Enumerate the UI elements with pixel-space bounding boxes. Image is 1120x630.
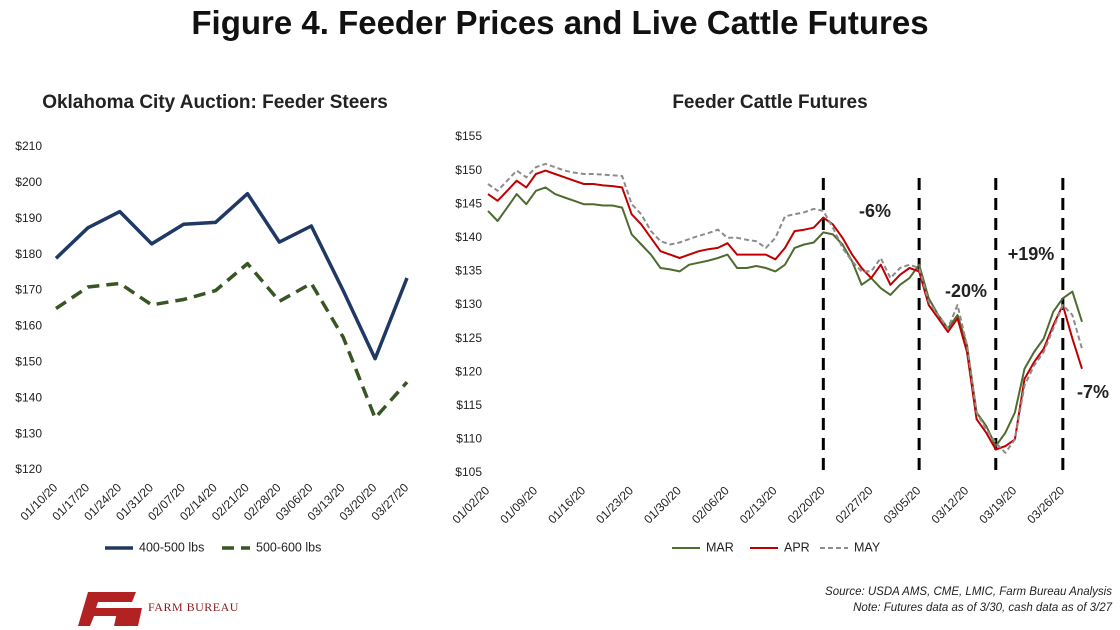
y-tick-label: $130: [15, 426, 42, 440]
y-tick-label: $140: [455, 230, 482, 244]
y-tick-label: $155: [455, 129, 482, 143]
chart-title: Feeder Cattle Futures: [672, 92, 868, 113]
legend-label: APR: [784, 540, 810, 554]
x-tick-label: 03/12/20: [928, 483, 971, 526]
x-tick-label: 02/06/20: [689, 483, 732, 526]
x-tick-label: 02/13/20: [737, 483, 780, 526]
source-line: Source: USDA AMS, CME, LMIC, Farm Bureau…: [825, 586, 1112, 598]
chart-title: Oklahoma City Auction: Feeder Steers: [42, 92, 388, 113]
y-tick-label: $210: [15, 139, 42, 153]
x-tick-label: 01/16/20: [545, 483, 588, 526]
source: Source: USDA AMS, CME, LMIC, Farm Bureau…: [825, 584, 1112, 616]
annotation: +19%: [1008, 244, 1055, 264]
y-tick-label: $110: [456, 432, 482, 446]
legend-label: MAY: [854, 540, 881, 554]
legend-label: 400-500 lbs: [139, 540, 204, 554]
y-tick-label: $120: [15, 462, 42, 476]
source-line: Note: Futures data as of 3/30, cash data…: [853, 602, 1112, 614]
annotation: -20%: [945, 281, 987, 301]
x-tick-label: 03/26/20: [1024, 483, 1067, 526]
series-line: [487, 186, 1083, 448]
series-line: [54, 191, 409, 361]
y-tick-label: $150: [455, 163, 482, 177]
annotation: -7%: [1077, 382, 1109, 402]
x-tick-label: 03/19/20: [976, 483, 1019, 526]
y-tick-label: $200: [15, 175, 42, 189]
x-tick-label: 01/23/20: [593, 483, 636, 526]
x-tick-label: 01/09/20: [497, 483, 540, 526]
x-tick-label: 02/20/20: [785, 483, 828, 526]
y-tick-label: $190: [15, 211, 42, 225]
y-tick-label: $140: [15, 390, 42, 404]
y-tick-label: $115: [456, 398, 482, 412]
legend-label: 500-600 lbs: [256, 540, 321, 554]
y-tick-label: $170: [15, 283, 42, 297]
x-tick-label: 03/05/20: [881, 483, 924, 526]
series-line: [55, 261, 409, 420]
series-line: [487, 169, 1083, 451]
legend-label: MAR: [706, 540, 734, 554]
logo-text: FARM BUREAU: [148, 600, 239, 614]
y-tick-label: $130: [455, 297, 482, 311]
logo-mark: [78, 592, 142, 626]
y-tick-label: $120: [455, 364, 482, 378]
y-tick-label: $150: [15, 355, 42, 369]
x-tick-label: 02/27/20: [833, 483, 876, 526]
main-title: Figure 4. Feeder Prices and Live Cattle …: [191, 4, 929, 41]
series-line: [487, 162, 1083, 454]
y-tick-label: $145: [455, 196, 482, 210]
y-tick-label: $105: [455, 465, 482, 479]
y-tick-label: $135: [455, 264, 482, 278]
x-tick-label: 01/30/20: [641, 483, 684, 526]
y-tick-label: $160: [15, 319, 42, 333]
y-tick-label: $180: [15, 247, 42, 261]
y-tick-label: $125: [455, 331, 482, 345]
annotation: -6%: [859, 201, 891, 221]
x-tick-label: 01/02/20: [449, 483, 492, 526]
